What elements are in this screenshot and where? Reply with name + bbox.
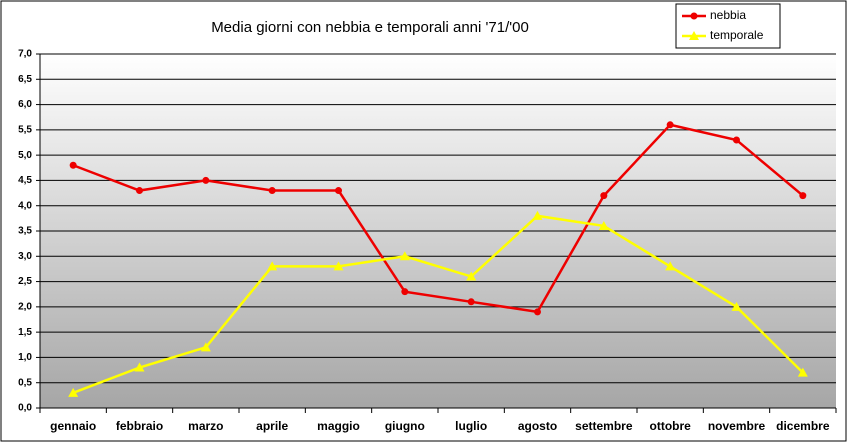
- y-tick-label: 2,0: [18, 301, 32, 312]
- point: [401, 288, 409, 296]
- x-tick-label: luglio: [455, 419, 487, 433]
- point: [733, 136, 740, 144]
- series-line: [72, 214, 804, 394]
- point: [202, 176, 210, 184]
- y-tick-label: 1,5: [18, 327, 32, 338]
- y-tick-label: 5,0: [18, 150, 32, 161]
- point: [532, 210, 543, 220]
- legend-box: [675, 3, 781, 49]
- point: [600, 192, 608, 200]
- point: [797, 367, 808, 377]
- point: [799, 192, 807, 200]
- point: [134, 362, 145, 372]
- point: [136, 187, 143, 195]
- point: [333, 261, 344, 271]
- point: [466, 271, 477, 281]
- point: [68, 387, 79, 397]
- x-tick-label: settembre: [575, 419, 633, 433]
- point: [399, 251, 410, 261]
- point: [69, 161, 77, 169]
- legend: [675, 3, 781, 49]
- x-tick-label: ottobre: [650, 419, 692, 433]
- point: [534, 308, 541, 316]
- y-tick-label: 0,0: [18, 403, 32, 414]
- legend-label: temporale: [710, 28, 764, 42]
- y-tick-label: 6,0: [18, 99, 32, 110]
- y-tick-label: 7,0: [18, 49, 32, 60]
- x-tick-label: novembre: [708, 419, 766, 433]
- y-tick-label: 3,0: [18, 251, 32, 262]
- legend-marker: [690, 12, 698, 20]
- x-tick-label: maggio: [317, 419, 360, 433]
- point: [666, 121, 674, 129]
- point: [598, 220, 609, 230]
- x-tick-label: giugno: [385, 419, 425, 433]
- y-tick-label: 0,5: [18, 377, 32, 388]
- point: [267, 261, 278, 271]
- point: [335, 187, 342, 195]
- chart-title: Media giorni con nebbia e temporali anni…: [211, 19, 529, 36]
- legend-label: nebbia: [710, 8, 746, 22]
- x-tick-label: aprile: [256, 419, 288, 433]
- point: [200, 342, 211, 352]
- point: [467, 298, 475, 306]
- point: [665, 261, 676, 271]
- y-tick-label: 1,0: [18, 352, 32, 363]
- y-tick-label: 6,5: [18, 74, 32, 85]
- y-tick-label: 4,5: [18, 175, 32, 186]
- y-tick-label: 3,5: [18, 226, 32, 237]
- point: [731, 301, 742, 311]
- y-tick-label: 5,5: [18, 124, 32, 135]
- y-tick-label: 4,0: [18, 200, 32, 211]
- x-tick-label: dicembre: [776, 419, 830, 433]
- legend-marker: [689, 31, 699, 40]
- x-tick-label: marzo: [188, 419, 223, 433]
- x-tick-label: gennaio: [50, 419, 96, 433]
- x-tick-label: febbraio: [116, 419, 163, 433]
- point: [268, 187, 276, 195]
- series-line: [72, 123, 804, 314]
- y-tick-label: 2,5: [18, 276, 32, 287]
- x-tick-label: agosto: [518, 419, 557, 433]
